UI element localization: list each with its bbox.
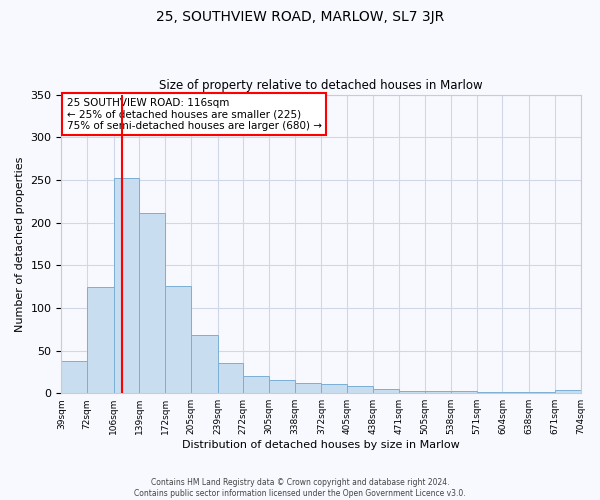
Bar xyxy=(243,376,269,393)
Bar xyxy=(555,390,581,393)
Bar xyxy=(269,380,295,393)
Bar xyxy=(114,178,139,393)
Bar xyxy=(451,390,476,393)
Bar xyxy=(398,390,425,393)
Bar xyxy=(61,361,87,393)
Y-axis label: Number of detached properties: Number of detached properties xyxy=(15,156,25,332)
Bar xyxy=(529,392,555,393)
Bar xyxy=(87,286,114,393)
Bar xyxy=(191,335,218,393)
Text: 25 SOUTHVIEW ROAD: 116sqm
← 25% of detached houses are smaller (225)
75% of semi: 25 SOUTHVIEW ROAD: 116sqm ← 25% of detac… xyxy=(67,98,322,130)
Bar xyxy=(139,213,165,393)
Text: Contains HM Land Registry data © Crown copyright and database right 2024.
Contai: Contains HM Land Registry data © Crown c… xyxy=(134,478,466,498)
Bar xyxy=(165,286,191,393)
X-axis label: Distribution of detached houses by size in Marlow: Distribution of detached houses by size … xyxy=(182,440,460,450)
Bar xyxy=(347,386,373,393)
Bar xyxy=(425,390,451,393)
Text: 25, SOUTHVIEW ROAD, MARLOW, SL7 3JR: 25, SOUTHVIEW ROAD, MARLOW, SL7 3JR xyxy=(156,10,444,24)
Bar xyxy=(476,392,502,393)
Bar xyxy=(295,383,322,393)
Bar xyxy=(373,389,398,393)
Title: Size of property relative to detached houses in Marlow: Size of property relative to detached ho… xyxy=(159,79,483,92)
Bar xyxy=(322,384,347,393)
Bar xyxy=(218,364,243,393)
Bar xyxy=(502,392,529,393)
